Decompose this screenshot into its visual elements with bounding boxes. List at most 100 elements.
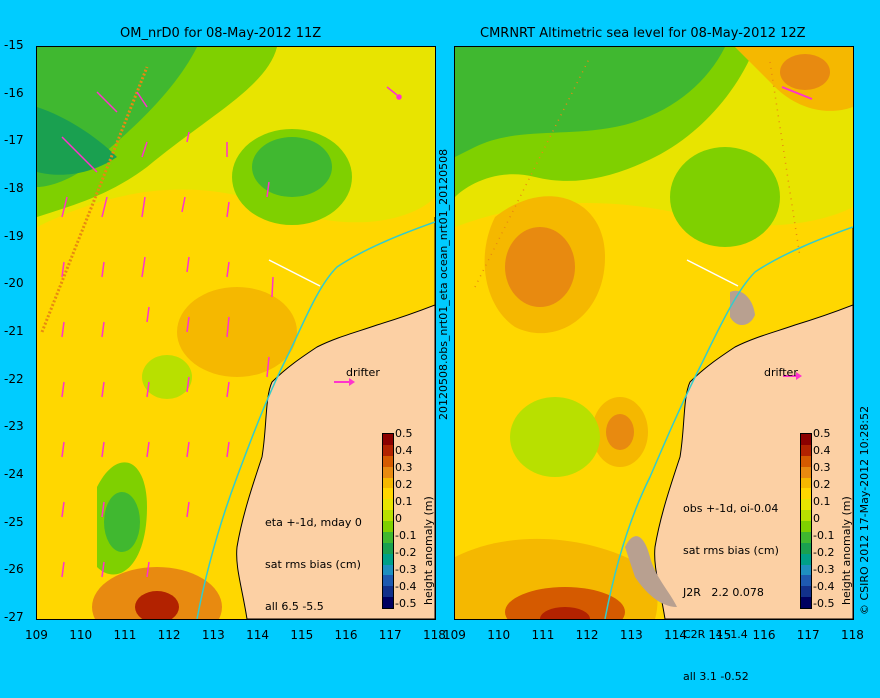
colorbar-label: -0.5	[813, 597, 835, 610]
lon-tick-label: 113	[619, 628, 643, 642]
left-sea-anomaly-low	[37, 107, 117, 175]
left-stats: eta +-1d, mday 0 sat rms bias (cm) all 6…	[265, 488, 362, 628]
right-stat-line: J2R 2.2 0.078	[683, 586, 764, 599]
right-sea-anomaly-high	[505, 227, 575, 307]
colorbar-swatch	[801, 455, 811, 467]
copyright-label: © CSIRO 2012 17-May-2012 10:28:52	[858, 405, 871, 615]
lat-tick-label: -21	[4, 324, 24, 338]
colorbar-swatch	[801, 531, 811, 543]
colorbar-label: 0.3	[395, 461, 413, 474]
lat-tick-label: -15	[4, 38, 24, 52]
lon-tick-label: 111	[531, 628, 555, 642]
colorbar-label: -0.1	[395, 529, 417, 542]
colorbar-swatch	[801, 586, 811, 598]
right-stat-line: all 3.1 -0.52	[683, 670, 749, 683]
right-isobath	[604, 226, 853, 619]
lon-tick-label: 117	[378, 628, 402, 642]
lat-tick-label: -19	[4, 228, 24, 243]
lon-tick-label: 115	[708, 628, 732, 642]
colorbar-swatch	[383, 477, 393, 489]
lat-tick-label: -25	[4, 514, 24, 529]
colorbar-label: -0.4	[395, 580, 417, 593]
colorbar-label: 0.3	[813, 461, 831, 474]
lon-tick-label: 118	[423, 628, 446, 642]
colorbar-label: -0.3	[395, 563, 417, 576]
lat-tick-label: -18	[4, 181, 24, 195]
right-satellite-track	[474, 56, 591, 288]
lat-tick-label: -27	[4, 610, 24, 624]
left-stat-line: eta +-1d, mday 0	[265, 516, 362, 529]
lon-tick-label: 116	[752, 628, 776, 642]
colorbar-swatch	[383, 455, 393, 467]
right-shallow-mask	[730, 290, 755, 326]
colorbar-swatch	[801, 521, 811, 532]
colorbar-swatch	[801, 499, 811, 511]
lon-tick-label: 112	[157, 628, 181, 642]
colorbar-swatch	[801, 488, 811, 500]
colorbar-label: -0.1	[813, 529, 835, 542]
colorbar-label: 0.4	[395, 444, 413, 457]
colorbar-label: -0.2	[813, 546, 835, 559]
right-panel-title: CMRNRT Altimetric sea level for 08-May-2…	[480, 26, 806, 41]
left-sea-anomaly-high	[177, 287, 297, 377]
colorbar-label: 0.5	[813, 427, 831, 440]
lon-tick-label: 114	[664, 628, 688, 642]
lon-tick-label: 112	[575, 628, 599, 642]
colorbar-swatch	[801, 575, 811, 587]
colorbar-swatch	[383, 553, 393, 565]
right-drifter-track	[781, 86, 813, 100]
left-map-svg	[37, 47, 435, 619]
left-sea-anomaly-peak	[135, 591, 179, 619]
left-map	[36, 46, 436, 620]
lon-tick-label: 116	[334, 628, 358, 642]
lat-tick-label: -23	[4, 419, 24, 434]
lon-tick-label: 111	[113, 628, 137, 642]
colorbar-swatch	[801, 477, 811, 489]
left-panel-title: OM_nrD0 for 08-May-2012 11Z	[120, 26, 322, 41]
colorbar-label: 0	[813, 512, 820, 525]
colorbar-label: -0.3	[813, 563, 835, 576]
left-drifter-arrowhead	[349, 378, 355, 386]
colorbar-swatch	[383, 444, 393, 456]
colorbar-swatch	[383, 564, 393, 576]
lat-tick-label: -16	[4, 85, 24, 100]
lon-tick-label: 110	[487, 628, 511, 642]
colorbar-label: 0.4	[813, 444, 831, 457]
colorbar-swatch	[383, 575, 393, 587]
colorbar-swatch	[383, 488, 393, 500]
lat-tick-label: -17	[4, 133, 24, 148]
left-current-vectors	[61, 86, 402, 578]
right-map	[454, 46, 854, 620]
right-stat-line: sat rms bias (cm)	[683, 544, 779, 557]
right-sea-anomaly-low	[670, 147, 780, 247]
colorbar-swatch	[801, 564, 811, 576]
colorbar-swatch	[801, 466, 811, 478]
right-colorbar	[800, 433, 812, 609]
colorbar-swatch	[383, 542, 393, 554]
lat-tick-label: -26	[4, 562, 24, 577]
colorbar-label: 0.1	[395, 495, 413, 508]
right-sea-anomaly-low	[455, 47, 725, 157]
colorbar-label: 0.2	[813, 478, 831, 491]
right-stat-line: obs +-1d, oi-0.04	[683, 502, 779, 515]
colorbar-label: 0.5	[395, 427, 413, 440]
right-colorbar-title: height anomaly (m)	[840, 496, 853, 605]
left-section-line	[268, 259, 321, 287]
colorbar-label: 0	[395, 512, 402, 525]
colorbar-swatch	[383, 499, 393, 511]
colorbar-swatch	[383, 510, 393, 521]
lon-tick-label: 115	[290, 628, 314, 642]
colorbar-label: -0.2	[395, 546, 417, 559]
lon-tick-label: 109	[25, 628, 48, 642]
lon-tick-label: 110	[69, 628, 93, 642]
right-stat-line: C2R 4 -1.4	[683, 628, 748, 641]
colorbar-swatch	[383, 597, 393, 608]
right-sea-anomaly-high	[505, 587, 625, 619]
right-sea-anomaly-low	[510, 397, 600, 477]
colorbar-swatch	[383, 531, 393, 543]
lat-tick-label: -24	[4, 467, 24, 481]
right-map-svg	[455, 47, 853, 619]
left-satellite-track	[40, 66, 149, 333]
right-sea-anomaly-peak	[540, 607, 590, 619]
colorbar-label: 0.1	[813, 495, 831, 508]
